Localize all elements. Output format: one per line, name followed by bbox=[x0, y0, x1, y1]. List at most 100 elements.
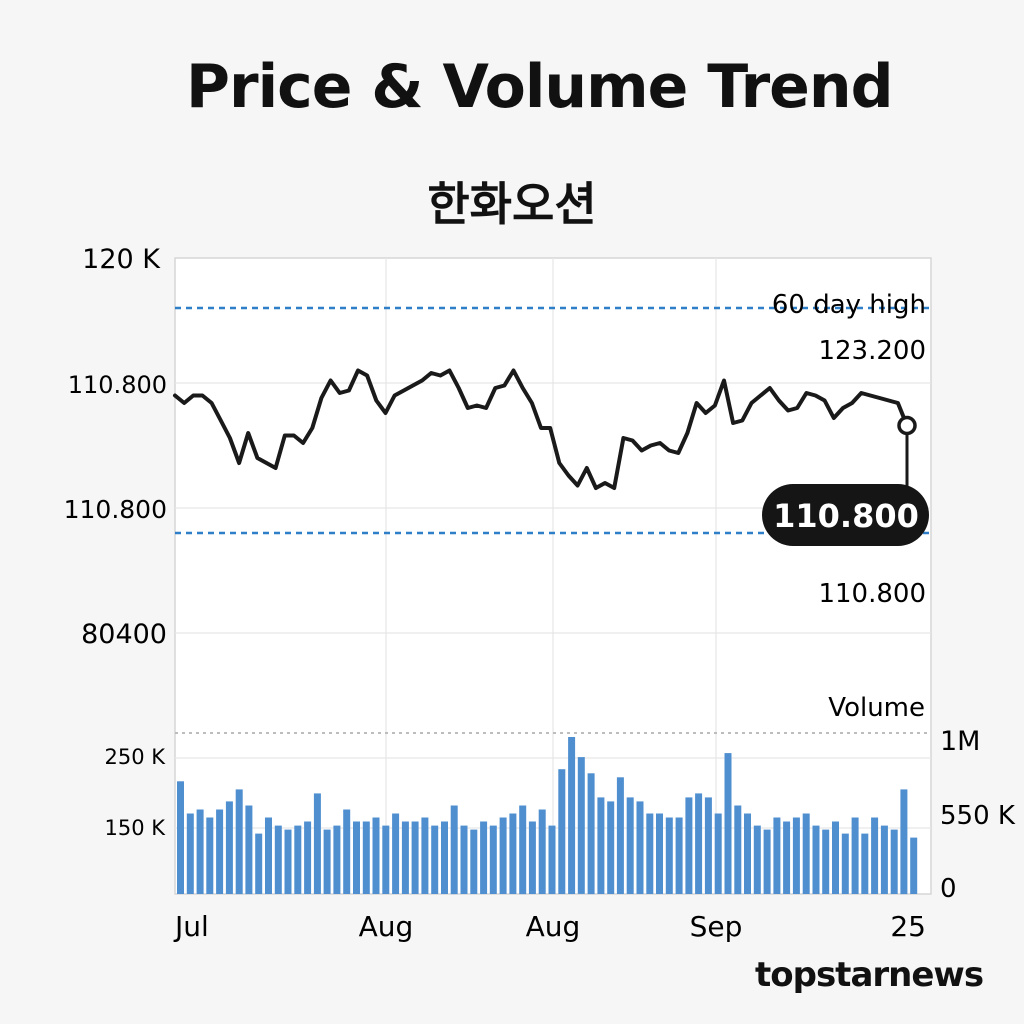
price-tick: 110.800 bbox=[64, 495, 167, 524]
volume-bar bbox=[470, 829, 478, 894]
volume-bar bbox=[392, 813, 400, 894]
volume-bar bbox=[675, 817, 683, 894]
volume-bar bbox=[890, 829, 898, 894]
volume-left-tick: 250 K bbox=[104, 745, 166, 769]
volume-left-tick: 150 K bbox=[104, 816, 166, 840]
volume-bar bbox=[333, 825, 341, 894]
volume-bar bbox=[509, 813, 517, 894]
volume-bar bbox=[245, 805, 253, 895]
volume-bar bbox=[577, 757, 585, 894]
volume-bar bbox=[460, 825, 468, 894]
price-line bbox=[173, 368, 909, 490]
volume-bar bbox=[597, 797, 605, 894]
volume-bar bbox=[313, 793, 321, 894]
volume-bar bbox=[519, 805, 527, 895]
price-tick: 110.800 bbox=[68, 371, 167, 399]
chart-title: Price & Volume Trend bbox=[186, 52, 894, 122]
high-line-value: 123.200 bbox=[818, 336, 926, 366]
x-tick: Sep bbox=[690, 910, 743, 943]
volume-bar bbox=[274, 825, 282, 894]
chart-subtitle: 한화오션 bbox=[427, 177, 597, 231]
volume-bar bbox=[822, 829, 830, 894]
high-line-label: 60 day high bbox=[772, 290, 926, 320]
price-tick: 120 K bbox=[82, 244, 161, 275]
volume-right-tick: 1M bbox=[940, 726, 980, 757]
volume-bar bbox=[304, 821, 312, 894]
volume-bar bbox=[294, 825, 302, 894]
volume-bar bbox=[871, 817, 879, 894]
volume-bar bbox=[568, 737, 576, 894]
volume-bar bbox=[616, 777, 624, 894]
volume-bar bbox=[421, 817, 429, 894]
volume-bar bbox=[265, 817, 272, 894]
volume-bar bbox=[734, 805, 742, 895]
volume-bar bbox=[753, 825, 761, 894]
volume-right-tick: 0 bbox=[940, 874, 957, 904]
volume-bar bbox=[910, 837, 918, 894]
price-tick: 80400 bbox=[81, 619, 167, 650]
volume-bar bbox=[792, 817, 800, 894]
volume-bar bbox=[431, 825, 439, 894]
volume-bar bbox=[489, 825, 497, 894]
last-price-badge bbox=[762, 484, 929, 546]
volume-bar bbox=[480, 821, 488, 894]
x-tick: Aug bbox=[359, 910, 414, 943]
volume-bar bbox=[802, 813, 810, 894]
volume-bar bbox=[607, 801, 615, 894]
low-line-value: 110.800 bbox=[818, 579, 926, 609]
volume-bar bbox=[832, 821, 839, 894]
volume-bar bbox=[411, 821, 419, 894]
volume-bar bbox=[763, 829, 771, 894]
volume-bar bbox=[656, 813, 663, 894]
volume-bar bbox=[695, 793, 703, 894]
volume-bar bbox=[196, 809, 204, 894]
grid-lines bbox=[175, 258, 931, 894]
volume-bar bbox=[353, 821, 360, 894]
volume-bar bbox=[284, 829, 292, 894]
volume-label: Volume bbox=[828, 693, 925, 723]
volume-bar bbox=[773, 817, 781, 894]
watermark-logo: topstarnews bbox=[755, 955, 984, 995]
volume-bar bbox=[900, 789, 908, 895]
volume-bar bbox=[880, 825, 888, 894]
volume-bar bbox=[538, 809, 546, 894]
volume-bar bbox=[861, 833, 869, 894]
volume-bar bbox=[235, 789, 243, 895]
volume-right-tick: 550 K bbox=[940, 801, 1016, 831]
volume-bar bbox=[704, 797, 712, 894]
volume-bar bbox=[362, 821, 370, 894]
last-price-marker bbox=[897, 415, 917, 436]
volume-bar bbox=[841, 833, 849, 894]
volume-bar bbox=[636, 801, 644, 894]
x-tick: Aug bbox=[526, 910, 581, 943]
volume-bar bbox=[216, 809, 224, 894]
volume-bar bbox=[225, 801, 233, 894]
volume-bar bbox=[177, 781, 184, 894]
volume-bar bbox=[343, 809, 351, 894]
volume-bar bbox=[783, 821, 791, 894]
x-tick: Jul bbox=[173, 910, 209, 943]
volume-bars bbox=[177, 737, 918, 895]
volume-bar bbox=[812, 825, 820, 894]
volume-bar bbox=[441, 821, 448, 894]
volume-bar bbox=[255, 833, 263, 894]
volume-bar bbox=[323, 829, 331, 894]
x-tick: 25 bbox=[890, 910, 926, 943]
volume-bar bbox=[558, 769, 566, 894]
last-price-label: 110.800 bbox=[773, 497, 919, 535]
volume-bar bbox=[724, 753, 732, 894]
volume-bar bbox=[382, 825, 390, 894]
volume-bar bbox=[499, 817, 507, 894]
volume-bar bbox=[401, 821, 409, 894]
volume-bar bbox=[646, 813, 654, 894]
volume-bar bbox=[744, 813, 751, 894]
volume-bar bbox=[587, 773, 595, 895]
volume-bar bbox=[665, 817, 673, 894]
volume-bar bbox=[528, 821, 536, 894]
volume-bar bbox=[714, 813, 722, 894]
volume-bar bbox=[372, 817, 380, 894]
volume-bar bbox=[626, 797, 634, 894]
volume-bar bbox=[548, 825, 556, 894]
volume-bar bbox=[450, 805, 458, 895]
